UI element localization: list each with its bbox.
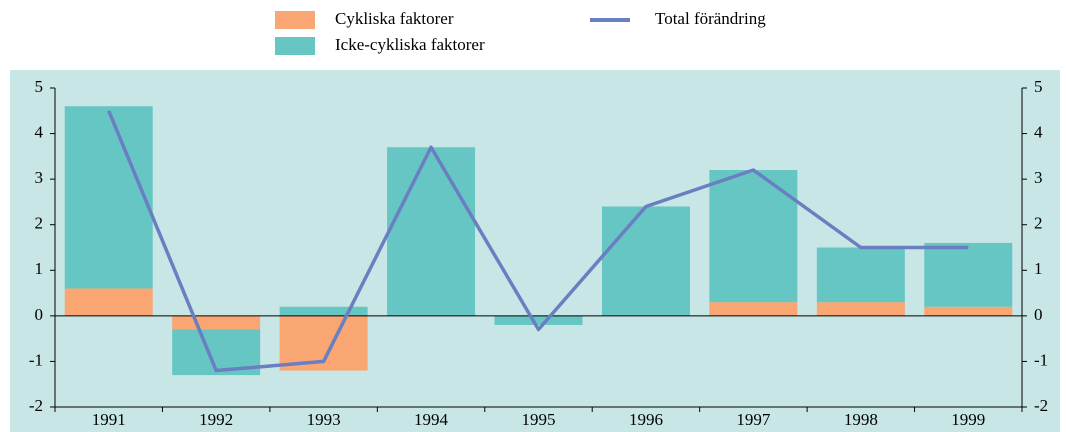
bar xyxy=(709,302,798,316)
y-tick-label: -2 xyxy=(29,396,43,415)
y2-tick-label: 2 xyxy=(1034,214,1043,233)
legend-label: Icke-cykliska faktorer xyxy=(335,35,485,54)
x-tick-label: 1993 xyxy=(307,410,341,429)
bar xyxy=(387,147,476,316)
y2-tick-label: 3 xyxy=(1034,168,1043,187)
y-tick-label: 5 xyxy=(35,77,44,96)
bar xyxy=(924,242,1013,307)
y-tick-label: 4 xyxy=(35,122,44,141)
y2-tick-label: -1 xyxy=(1034,350,1048,369)
x-tick-label: 1991 xyxy=(92,410,126,429)
y-tick-label: 1 xyxy=(35,259,44,278)
y-tick-label: 2 xyxy=(35,214,44,233)
y2-tick-label: 5 xyxy=(1034,77,1043,96)
y2-tick-label: 1 xyxy=(1034,259,1043,278)
bar xyxy=(816,247,905,303)
y2-tick-label: -2 xyxy=(1034,396,1048,415)
y-tick-label: 3 xyxy=(35,168,44,187)
bar xyxy=(494,315,583,325)
legend-label: Cykliska faktorer xyxy=(335,9,454,28)
bar xyxy=(64,106,153,289)
bar xyxy=(172,315,261,330)
y2-tick-label: 0 xyxy=(1034,305,1043,324)
x-tick-label: 1994 xyxy=(414,410,449,429)
legend-label: Total förändring xyxy=(655,9,766,28)
bar xyxy=(924,306,1013,316)
x-tick-label: 1998 xyxy=(844,410,878,429)
x-tick-label: 1996 xyxy=(629,410,663,429)
line xyxy=(107,110,969,373)
y-tick-label: 0 xyxy=(35,305,44,324)
y-tick-label: -1 xyxy=(29,350,43,369)
bar xyxy=(64,288,153,316)
x-tick-label: 1997 xyxy=(736,410,771,429)
x-tick-label: 1999 xyxy=(951,410,985,429)
bar xyxy=(709,170,798,303)
bar xyxy=(279,306,368,316)
x-tick-label: 1992 xyxy=(199,410,233,429)
legend-swatch xyxy=(275,37,315,55)
bar xyxy=(816,302,905,316)
bar xyxy=(601,206,690,316)
legend-swatch xyxy=(275,11,315,29)
x-tick-label: 1995 xyxy=(522,410,556,429)
y2-tick-label: 4 xyxy=(1034,122,1043,141)
